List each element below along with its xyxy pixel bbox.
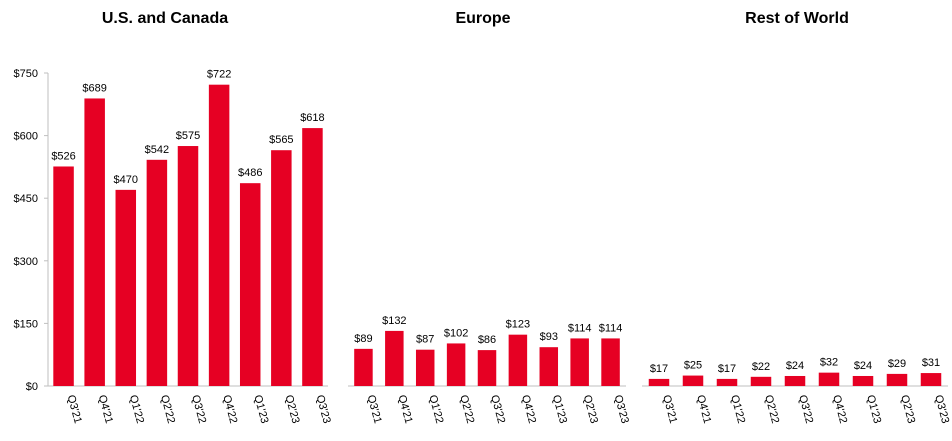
bar-value-label: $25 [684,360,702,372]
bar [115,189,137,386]
bar [508,334,528,386]
bar [920,373,942,386]
x-tick-label: Q1'23 [251,394,270,425]
x-tick-label: Q1'22 [426,394,445,425]
y-tick-label: $600 [14,131,38,143]
bar-value-label: $114 [568,322,592,334]
bar-value-label: $32 [820,357,838,369]
bar [682,375,704,386]
bar-value-label: $618 [300,112,324,124]
x-tick-label: Q1'23 [864,394,883,425]
bar-value-label: $132 [382,315,406,327]
bar [648,378,670,386]
x-tick-label: Q2'22 [457,394,476,425]
y-tick-label: $0 [26,381,38,393]
bar-value-label: $486 [238,167,262,179]
x-tick-label: Q4'22 [830,394,849,425]
bar [385,330,404,386]
y-tick-label: $150 [14,318,38,330]
x-tick-label: Q3'23 [314,394,333,425]
bar-value-label: $114 [599,322,623,334]
x-tick-label: Q4'22 [220,394,239,425]
bar-value-label: $102 [444,327,468,339]
bar-value-label: $689 [82,82,106,94]
x-tick-label: Q1'22 [127,394,146,425]
bar-value-label: $470 [114,174,138,186]
bar [570,338,589,386]
y-tick-label: $450 [14,193,38,205]
chart-title-0: U.S. and Canada [102,10,228,27]
bar [886,373,908,386]
bar-value-label: $722 [207,69,231,81]
bar [271,150,292,386]
bar-value-label: $89 [354,333,372,345]
bar-value-label: $123 [506,319,530,331]
bar [446,343,466,386]
x-tick-label: Q1'23 [550,394,569,425]
x-tick-label: Q4'21 [96,394,115,425]
bar [53,166,74,386]
bar [852,375,874,386]
x-tick-label: Q3'23 [932,394,951,425]
x-tick-label: Q3'22 [189,394,208,425]
bar [716,378,738,386]
bar [84,98,105,386]
bar-value-label: $24 [786,360,804,372]
bar-value-label: $22 [752,361,770,373]
bar [601,338,620,386]
bar-value-label: $86 [478,334,496,346]
bar-value-label: $29 [888,358,906,370]
bar-value-label: $565 [269,134,293,146]
x-tick-label: Q3'22 [796,394,815,425]
bar [302,128,323,386]
bar [239,183,261,386]
x-tick-label: Q4'22 [519,394,538,425]
y-tick-label: $300 [14,256,38,268]
bar-value-label: $17 [650,363,668,375]
bar [354,348,373,386]
x-tick-label: Q4'21 [694,394,713,425]
bar-value-label: $31 [922,357,940,369]
bar-value-label: $24 [854,360,872,372]
bar-value-label: $17 [718,363,736,375]
bar [539,347,559,386]
x-tick-label: Q3'21 [660,394,679,425]
x-tick-label: Q3'21 [365,394,384,425]
x-tick-label: Q2'23 [282,394,301,425]
bar-value-label: $542 [145,144,169,156]
x-tick-label: Q2'22 [762,394,781,425]
x-tick-label: Q3'21 [65,394,84,425]
chart-title-1: Europe [455,10,510,27]
x-tick-label: Q4'21 [395,394,414,425]
bar [750,376,772,386]
bar-value-label: $87 [416,334,434,346]
bar-value-label: $93 [540,331,558,343]
y-tick-label: $750 [14,68,38,80]
bar [146,159,168,386]
bar [415,349,435,386]
chart-title-2: Rest of World [745,10,849,27]
x-tick-label: Q2'23 [898,394,917,425]
bar [208,84,230,386]
bar [177,146,199,386]
bar-value-label: $575 [176,130,200,142]
x-tick-label: Q3'23 [612,394,631,425]
x-tick-label: Q2'23 [581,394,600,425]
bar [818,372,840,386]
bar-value-label: $526 [51,150,75,162]
bar [477,350,497,386]
bar [784,375,806,386]
x-tick-label: Q2'22 [158,394,177,425]
x-tick-label: Q1'22 [728,394,747,425]
x-tick-label: Q3'22 [488,394,507,425]
